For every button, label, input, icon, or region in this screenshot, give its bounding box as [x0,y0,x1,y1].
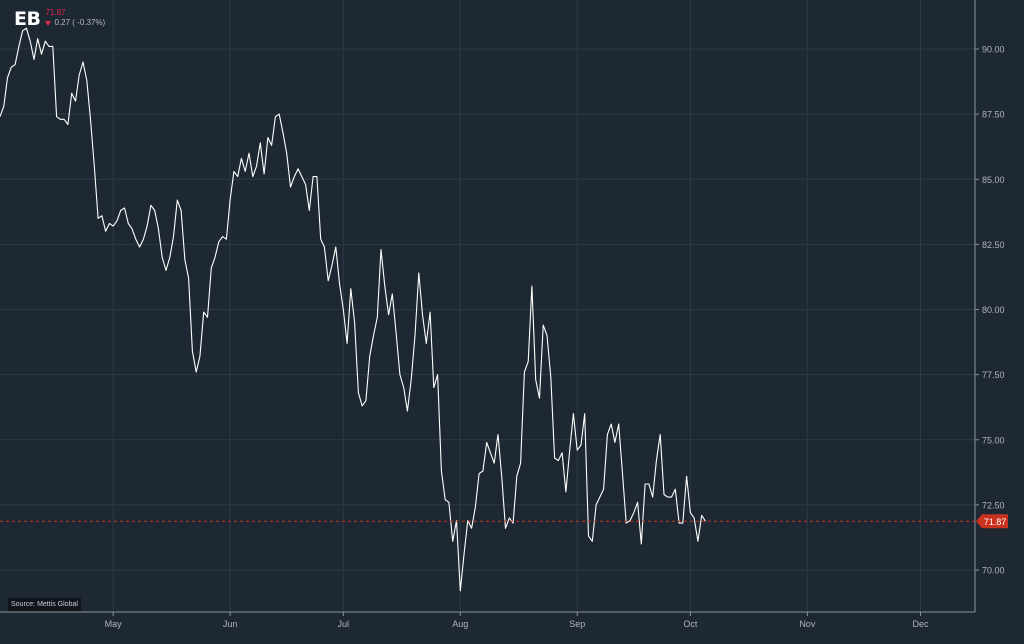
series-line [0,27,706,592]
y-tick-label: 80.00 [982,305,1005,315]
ticker-info: 71.87 0.27 ( -0.37%) [45,6,105,28]
ticker-header: EB 71.87 0.27 ( -0.37%) [14,6,105,32]
marker-layer: 71.87 [0,514,1008,529]
last-price-badge [976,514,1008,529]
y-tick-label: 90.00 [982,45,1005,55]
x-tick-label: May [105,619,123,629]
down-arrow-icon [45,20,52,26]
y-tick-label: 77.50 [982,370,1005,380]
grid-layer [0,0,975,612]
y-tick-label: 87.50 [982,110,1005,120]
x-tick-label: Jul [338,619,350,629]
x-tick-label: Dec [912,619,929,629]
axis-layer: 70.00 72.50 75.00 77.50 80.00 82.50 85.00 87.50… [0,0,1005,629]
x-tick-label: Aug [452,619,468,629]
y-tick-label: 70.00 [982,566,1005,576]
y-tick-label: 72.50 [982,500,1005,510]
y-tick-label: 85.00 [982,175,1005,185]
x-tick-label: Oct [683,619,698,629]
y-tick-label: 75.00 [982,435,1005,445]
x-tick-label: Nov [799,619,816,629]
y-tick-label: 82.50 [982,240,1005,250]
x-tick-label: Jun [223,619,238,629]
series-layer [0,27,706,592]
ticker-last-price: 71.87 [45,8,66,17]
x-tick-label: Sep [569,619,585,629]
ticker-change: 0.27 ( -0.37%) [54,18,106,27]
ticker-symbol: EB [14,8,41,30]
source-label: Source: Mettis Global [8,598,81,611]
ticker-change-row: 0.27 ( -0.37%) [45,18,105,28]
last-price-label: 71.87 [984,517,1007,527]
